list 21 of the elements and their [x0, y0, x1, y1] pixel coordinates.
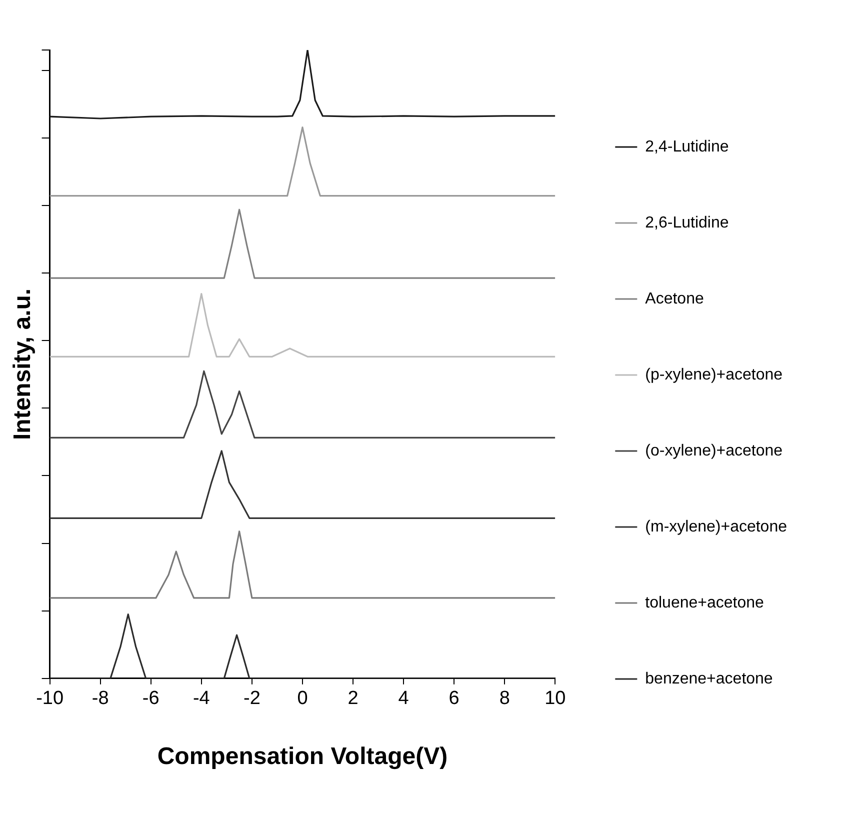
x-axis-title: Compensation Voltage(V) [157, 743, 448, 770]
x-tick-label: 0 [297, 688, 308, 710]
legend-label: (m-xylene)+acetone [645, 518, 788, 536]
x-tick-label: 6 [448, 688, 460, 710]
legend-label: 2,6-Lutidine [645, 214, 729, 232]
x-tick-label: -2 [243, 688, 260, 710]
x-tick-label: -8 [92, 688, 109, 710]
x-tick-label: 2 [348, 688, 358, 710]
legend-label: benzene+acetone [645, 670, 773, 688]
x-tick-label: -10 [36, 688, 64, 710]
legend-label: toluene+acetone [645, 594, 764, 612]
legend-label: Acetone [645, 290, 704, 308]
x-tick-label: 8 [499, 688, 510, 710]
legend-label: (o-xylene)+acetone [645, 442, 783, 460]
x-tick-label: 4 [398, 688, 410, 710]
x-tick-label: -4 [192, 688, 210, 710]
legend-label: 2,4-Lutidine [645, 138, 729, 156]
legend-label: (p-xylene)+acetone [645, 366, 783, 384]
y-axis-title: Intensity, a.u. [9, 288, 36, 440]
x-tick-label: -6 [142, 688, 160, 710]
x-tick-label: 10 [544, 688, 566, 710]
